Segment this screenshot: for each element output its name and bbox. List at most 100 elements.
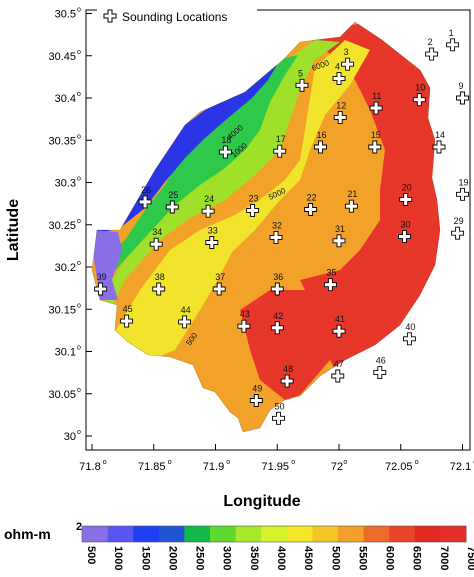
station-label: 14 (435, 130, 445, 140)
y-tick-label: 30.35 (48, 135, 76, 147)
sounding-station[interactable]: 46 (373, 356, 387, 380)
sounding-cross-icon (368, 140, 382, 154)
sounding-cross-icon (212, 282, 226, 296)
sounding-station[interactable]: 14 (432, 130, 446, 154)
sounding-station[interactable]: 3 (341, 47, 355, 71)
sounding-station[interactable]: 29 (451, 216, 465, 240)
sounding-station[interactable]: 26 (138, 185, 152, 209)
sounding-station[interactable]: 49 (249, 384, 263, 407)
station-label: 35 (326, 268, 336, 278)
colorbar-segment (210, 526, 237, 542)
sounding-station[interactable]: 18 (218, 135, 232, 159)
sounding-cross-icon (152, 282, 166, 296)
degree-mark: o (103, 459, 107, 466)
colorbar-segment (235, 526, 262, 542)
sounding-station[interactable]: 30 (398, 220, 411, 244)
sounding-cross-icon (149, 237, 163, 251)
colorbar-tick-label: 5500 (356, 546, 368, 570)
sounding-station[interactable]: 40 (402, 322, 416, 346)
station-label: 32 (272, 220, 282, 230)
sounding-cross-icon (249, 394, 263, 407)
station-label: 19 (459, 177, 469, 187)
sounding-station[interactable]: 5 (295, 68, 309, 92)
sounding-station[interactable]: 50 (272, 401, 285, 425)
station-label: 43 (240, 309, 250, 319)
station-label: 31 (335, 224, 345, 234)
sounding-station[interactable]: 31 (332, 224, 346, 248)
sounding-station[interactable]: 16 (314, 130, 327, 154)
colorbar-segment (82, 526, 109, 542)
station-label: 44 (181, 305, 191, 315)
sounding-cross-icon (237, 319, 251, 333)
station-label: 4 (335, 62, 340, 72)
sounding-station[interactable]: 25 (165, 190, 179, 214)
degree-mark: o (77, 91, 81, 98)
sounding-station[interactable]: 36 (270, 272, 284, 296)
sounding-station[interactable]: 39 (94, 272, 108, 296)
sounding-station[interactable]: 11 (369, 91, 383, 115)
y-tick-label: 30.05 (48, 389, 76, 401)
sounding-cross-icon (205, 236, 219, 249)
station-label: 10 (415, 83, 425, 93)
sounding-cross-icon (332, 324, 346, 338)
sounding-station[interactable]: 12 (333, 100, 347, 124)
sounding-station[interactable]: 37 (212, 272, 226, 296)
sounding-cross-icon (272, 411, 285, 425)
degree-mark: o (77, 345, 81, 352)
y-tick-label: 30.1 (55, 347, 76, 359)
longitude-axis-ticks: 71.8o71.85o71.9o71.95o72o72.05o72.1o72.1… (79, 444, 474, 473)
zone-violet (92, 230, 122, 300)
sounding-station[interactable]: 42 (270, 311, 284, 335)
colorbar-tick-label: 4000 (275, 546, 287, 570)
sounding-station[interactable]: 45 (120, 304, 134, 328)
colorbar-tick-label: 6500 (411, 546, 423, 570)
sounding-station[interactable]: 47 (331, 359, 345, 383)
sounding-station[interactable]: 19 (456, 177, 469, 201)
sounding-cross-icon (323, 278, 337, 292)
sounding-station[interactable]: 10 (412, 83, 426, 107)
station-label: 45 (123, 304, 133, 314)
sounding-station[interactable]: 15 (368, 130, 382, 154)
station-label: 46 (376, 356, 386, 366)
sounding-station[interactable]: 22 (304, 193, 318, 216)
sounding-station[interactable]: 34 (149, 227, 163, 251)
sounding-station[interactable]: 38 (152, 272, 166, 296)
station-label: 3 (344, 47, 349, 57)
degree-mark: o (77, 7, 81, 14)
sounding-station[interactable]: 2 (425, 37, 439, 61)
sounding-station[interactable]: 23 (246, 193, 260, 217)
colorbar-tick-label: 3500 (248, 546, 260, 570)
sounding-station[interactable]: 20 (399, 182, 413, 206)
sounding-station[interactable]: 32 (269, 220, 283, 244)
x-tick-label: 71.9 (203, 461, 224, 473)
sounding-station[interactable]: 24 (201, 194, 215, 218)
sounding-station[interactable]: 48 (280, 364, 294, 388)
sounding-station[interactable]: 43 (237, 309, 251, 333)
sounding-cross-icon (456, 91, 469, 105)
station-label: 2 (428, 37, 433, 47)
colorbar-segment (440, 526, 467, 542)
sounding-station[interactable]: 17 (273, 134, 287, 158)
sounding-station[interactable]: 1 (446, 28, 460, 52)
degree-mark: o (77, 133, 81, 140)
sounding-station[interactable]: 44 (178, 305, 192, 329)
sounding-station[interactable]: 4 (332, 62, 346, 86)
sounding-cross-icon (399, 192, 413, 206)
colorbar-tick-label: 2500 (194, 546, 206, 570)
station-label: 37 (215, 272, 225, 282)
sounding-station[interactable]: 35 (323, 268, 337, 292)
sounding-station[interactable]: 9 (456, 81, 469, 105)
colorbar-unit-exponent: 2 (76, 521, 82, 533)
sounding-station[interactable]: 21 (344, 189, 358, 213)
station-label: 22 (307, 193, 317, 203)
colorbar-tick-label: 1500 (139, 546, 151, 570)
colorbar-tick-label: 3000 (221, 546, 233, 570)
y-tick-label: 30.45 (48, 51, 76, 63)
colorbar-segment (261, 526, 288, 542)
resistivity-colorbar (81, 525, 467, 543)
station-label: 38 (155, 272, 165, 282)
x-tick-label: 71.85 (138, 461, 166, 473)
sounding-station[interactable]: 33 (205, 226, 219, 249)
sounding-station[interactable]: 41 (332, 314, 346, 338)
zone-red (300, 22, 440, 380)
